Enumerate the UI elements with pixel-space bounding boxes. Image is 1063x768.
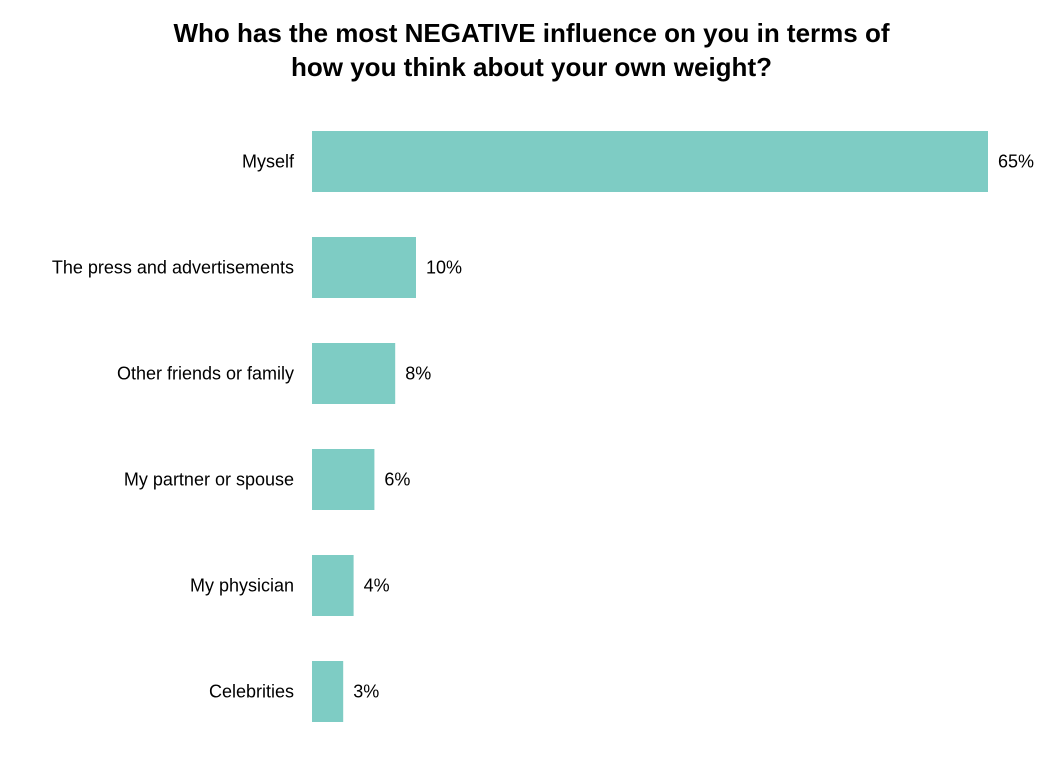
bar — [312, 449, 375, 510]
category-label: Myself — [242, 152, 295, 172]
bar — [312, 555, 354, 616]
bar — [312, 661, 344, 722]
bar-row: Celebrities 3% — [209, 661, 379, 722]
chart-title-line-1: Who has the most NEGATIVE influence on y… — [173, 18, 890, 48]
category-label: Celebrities — [209, 682, 294, 702]
category-label: The press and advertisements — [52, 258, 294, 278]
bar-row: My partner or spouse 6% — [124, 449, 410, 510]
bar-row: Myself 65% — [242, 131, 1034, 192]
bar-row: The press and advertisements 10% — [52, 237, 462, 298]
category-label: Other friends or family — [117, 364, 294, 384]
data-label: 4% — [364, 576, 390, 596]
bar — [312, 343, 396, 404]
chart-title: Who has the most NEGATIVE influence on y… — [0, 16, 1063, 84]
category-label: My partner or spouse — [124, 470, 294, 490]
data-label: 65% — [998, 152, 1034, 172]
bar — [312, 237, 416, 298]
bar-row: Other friends or family 8% — [117, 343, 431, 404]
data-label: 10% — [426, 258, 462, 278]
data-label: 6% — [384, 470, 410, 490]
data-label: 8% — [405, 364, 431, 384]
category-label: My physician — [190, 576, 294, 596]
data-label: 3% — [353, 682, 379, 702]
chart-title-line-2: how you think about your own weight? — [291, 52, 772, 82]
bar-row: My physician 4% — [190, 555, 390, 616]
bar — [312, 131, 988, 192]
